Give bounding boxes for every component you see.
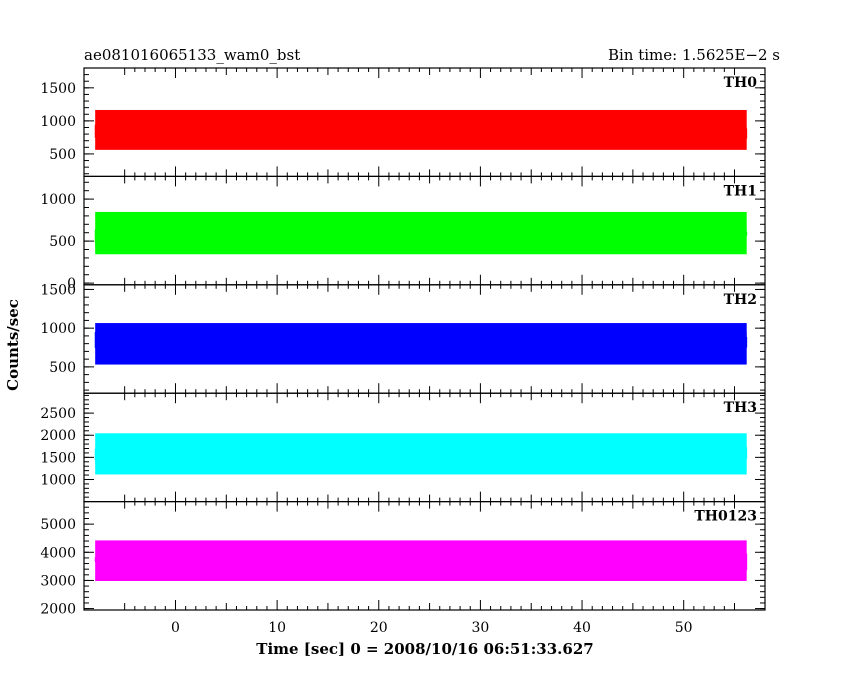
series-th0 <box>94 112 748 147</box>
series-th2 <box>94 324 748 360</box>
y-tick-label: 1000 <box>40 114 76 130</box>
y-tick-label: 4000 <box>40 545 76 561</box>
y-tick-label: 500 <box>49 147 76 163</box>
y-tick-label: 1500 <box>40 282 76 298</box>
y-axis-label: Counts/sec <box>4 299 22 391</box>
x-tick-label: 20 <box>370 620 388 636</box>
y-tick-label: 2000 <box>40 602 76 618</box>
y-tick-label: 2500 <box>40 406 76 422</box>
y-tick-label: 1000 <box>40 321 76 337</box>
y-tick-label: 1000 <box>40 192 76 208</box>
panel-th2: 500 1000 1500 TH2 <box>40 282 766 394</box>
x-tick-label: 40 <box>573 620 591 636</box>
series-th1 <box>94 215 748 247</box>
panel-label-th0: TH0 <box>724 75 758 91</box>
x-axis-label: Time [sec] 0 = 2008/10/16 06:51:33.627 <box>256 640 593 658</box>
bin-time-label: Bin time: 1.5625E−2 s <box>608 46 780 64</box>
panel-label-th2: TH2 <box>724 292 757 308</box>
panel-th0: 500 1000 1500 TH0 <box>40 67 766 178</box>
panel-th1: 0 500 1000 TH1 <box>40 175 766 292</box>
panel-label-th1: TH1 <box>724 183 757 199</box>
x-tick-label: 50 <box>675 620 693 636</box>
panel-th3: 1000 1500 2000 2500 TH3 <box>40 392 766 503</box>
panel-label-th3: TH3 <box>724 400 757 416</box>
y-tick-label: 1000 <box>40 472 76 488</box>
x-tick-label: 30 <box>471 620 489 636</box>
y-tick-label: 1500 <box>40 450 76 466</box>
y-tick-label: 5000 <box>40 517 76 533</box>
panel-label-th0123: TH0123 <box>694 509 757 525</box>
y-tick-label: 3000 <box>40 573 76 589</box>
panel-th0123: 2000 3000 4000 5000 TH0123 <box>40 501 766 618</box>
x-axis: 0 10 20 30 40 50 <box>171 620 693 636</box>
x-tick-label: 10 <box>268 620 286 636</box>
y-tick-label: 0 <box>67 276 76 292</box>
series-th3 <box>94 437 748 469</box>
panel-frame <box>83 501 766 611</box>
y-tick-label: 500 <box>49 234 76 250</box>
x-tick-label: 0 <box>171 620 180 636</box>
y-tick-label: 1500 <box>40 81 76 97</box>
y-tick-label: 2000 <box>40 428 76 444</box>
chart-title: ae081016065133_wam0_bst <box>84 46 300 64</box>
panels-group: 500 1000 1500 TH0 0 500 1000 TH1 500 1000 1500 TH2 1… <box>40 67 766 618</box>
series-th0123 <box>94 542 748 577</box>
y-tick-label: 500 <box>49 360 76 376</box>
